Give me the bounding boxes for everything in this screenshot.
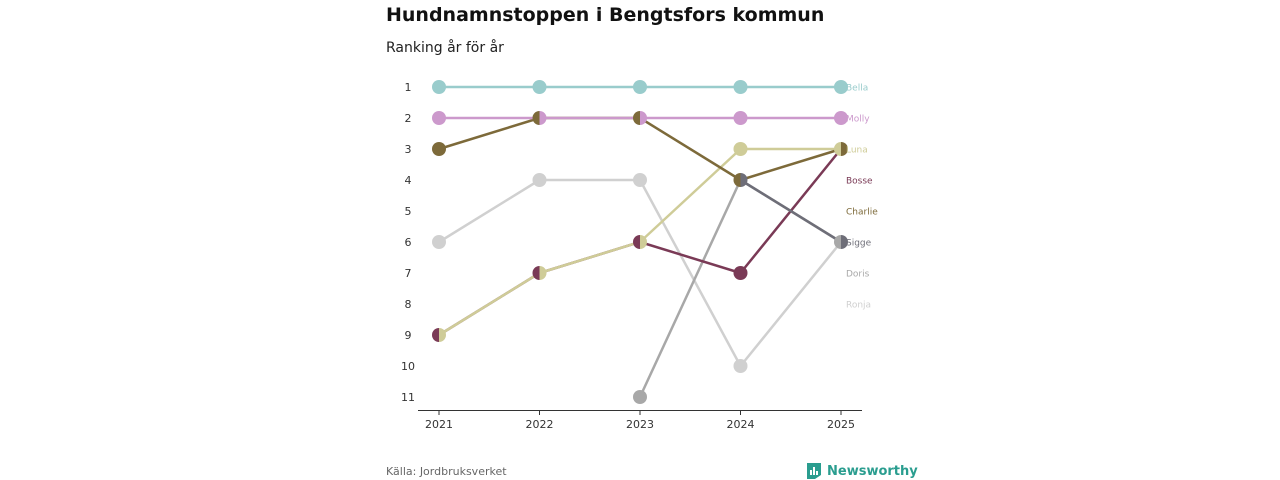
data-point-bosse[interactable] — [733, 266, 748, 280]
data-point-bella[interactable] — [633, 80, 647, 94]
series-end-labels: Bella Molly Luna Bosse Charlie Sigge Doris Ronj… — [846, 84, 878, 311]
x-tick-label: 2022 — [526, 418, 554, 431]
y-tick-label: 1 — [405, 81, 412, 94]
y-tick-label: 8 — [405, 298, 412, 311]
chart-subtitle: Ranking år för år — [386, 40, 504, 56]
data-point-ronja[interactable] — [432, 235, 446, 249]
data-point-molly[interactable] — [432, 111, 446, 125]
data-point-sigge[interactable] — [740, 173, 748, 187]
end-label-charlie: Charlie — [846, 208, 878, 218]
data-point-bosse[interactable] — [633, 235, 640, 249]
data-point-luna[interactable] — [539, 266, 547, 280]
data-point-bella[interactable] — [733, 80, 748, 94]
x-tick-label: 2021 — [425, 418, 453, 431]
end-label-ronja: Ronja — [846, 301, 871, 311]
y-tick-label: 3 — [405, 143, 412, 156]
y-tick-label: 11 — [401, 391, 415, 404]
data-point-sigge[interactable] — [841, 235, 848, 249]
data-point-charlie[interactable] — [733, 173, 741, 187]
data-point-luna[interactable] — [733, 142, 748, 156]
data-point-molly[interactable] — [733, 111, 748, 125]
y-tick-label: 10 — [401, 360, 415, 373]
end-label-bella: Bella — [846, 84, 868, 94]
data-point-charlie[interactable] — [633, 111, 640, 125]
brand-name: Newsworthy — [827, 463, 918, 479]
y-tick-label: 4 — [405, 174, 412, 187]
y-tick-label: 9 — [405, 329, 412, 342]
data-point-doris[interactable] — [633, 390, 647, 404]
end-label-luna: Luna — [846, 146, 868, 156]
chart-title: Hundnamnstoppen i Bengtsfors kommun — [386, 4, 825, 26]
data-point-bosse[interactable] — [432, 328, 439, 342]
y-tick-label: 2 — [405, 112, 412, 125]
newsworthy-logo-icon — [807, 463, 821, 479]
data-point-molly[interactable] — [640, 111, 647, 125]
end-label-sigge: Sigge — [846, 239, 872, 249]
x-axis: 2021 2022 2023 2024 2025 — [418, 410, 862, 431]
data-point-charlie[interactable] — [532, 111, 540, 125]
series-line-ronja — [437, 178, 843, 368]
data-point-ronja[interactable] — [733, 359, 748, 373]
x-tick-label: 2025 — [827, 418, 855, 431]
y-tick-label: 6 — [405, 236, 412, 249]
data-point-bella[interactable] — [432, 80, 446, 94]
data-point-luna[interactable] — [834, 142, 841, 156]
end-label-molly: Molly — [846, 115, 870, 125]
data-point-charlie[interactable] — [841, 142, 848, 156]
series-points — [432, 80, 848, 404]
data-point-ronja[interactable] — [532, 173, 547, 187]
data-point-molly[interactable] — [539, 111, 547, 125]
data-point-charlie[interactable] — [432, 142, 446, 156]
source-note: Källa: Jordbruksverket — [386, 465, 507, 478]
end-label-bosse: Bosse — [846, 177, 873, 187]
data-point-luna[interactable] — [439, 328, 446, 342]
end-label-doris: Doris — [846, 270, 870, 280]
data-point-molly[interactable] — [834, 111, 848, 125]
data-point-doris[interactable] — [834, 235, 841, 249]
data-point-bosse[interactable] — [532, 266, 540, 280]
data-point-bella[interactable] — [532, 80, 547, 94]
series-line-sigge — [739, 178, 843, 244]
data-point-luna[interactable] — [640, 235, 647, 249]
x-tick-label: 2023 — [626, 418, 654, 431]
y-tick-label: 7 — [405, 267, 412, 280]
x-tick-label: 2024 — [727, 418, 755, 431]
y-axis: 1 2 3 4 5 6 7 8 9 10 11 — [401, 81, 415, 404]
data-point-bella[interactable] — [834, 80, 848, 94]
y-tick-label: 5 — [405, 205, 412, 218]
data-point-ronja[interactable] — [633, 173, 647, 187]
brand-logo[interactable]: Newsworthy — [806, 462, 918, 480]
